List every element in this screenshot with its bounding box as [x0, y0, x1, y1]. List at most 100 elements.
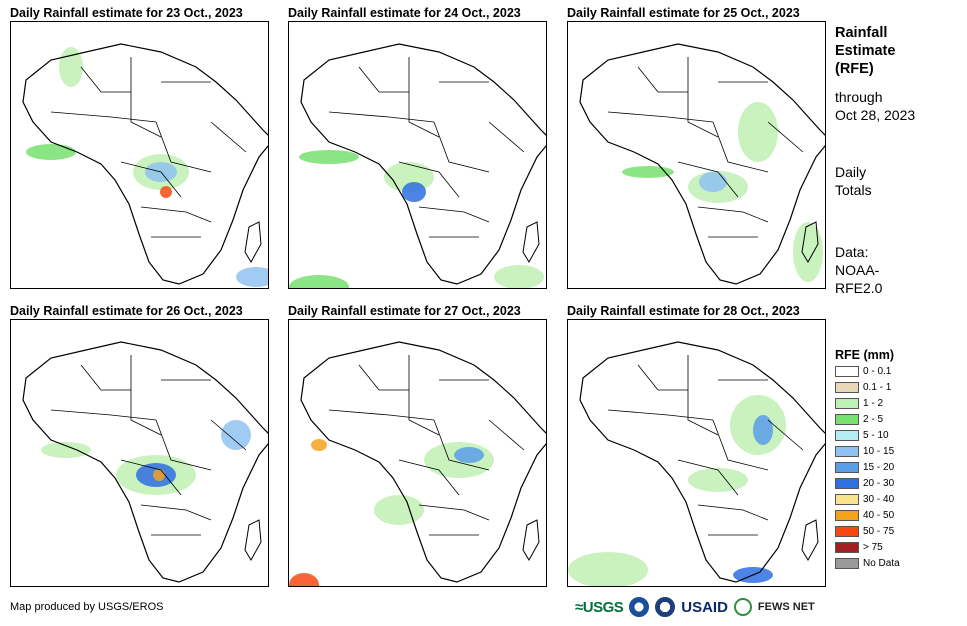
country-border [607, 409, 714, 421]
usaid-logo: USAID [681, 598, 728, 616]
logo-strip: ≈USGS USAID FEWS NET [575, 596, 815, 618]
fews-globe-icon [733, 598, 752, 616]
country-border [210, 419, 247, 451]
coastline [22, 341, 268, 583]
through-line: Oct 28, 2023 [835, 107, 916, 123]
title-line: (RFE) [835, 61, 874, 77]
legend-label: 1 - 2 [863, 398, 884, 409]
legend-item: 15 - 20 [835, 460, 955, 476]
legend-item: > 75 [835, 540, 955, 556]
rainfall-area [311, 439, 327, 451]
country-border [637, 364, 688, 391]
rainfall-area [622, 166, 674, 178]
title-line: Estimate [835, 43, 896, 59]
africa-map-svg [579, 43, 825, 285]
map-panel-4: Daily Rainfall estimate for 26 Oct., 202… [10, 302, 270, 587]
country-border [677, 459, 739, 496]
coastline [300, 341, 546, 583]
country-border [328, 409, 435, 421]
africa-map-svg [289, 341, 546, 586]
rainfall-area [753, 415, 773, 445]
country-border [418, 504, 490, 521]
madagascar-outline [801, 221, 819, 263]
africa-map-svg [289, 43, 546, 288]
rainfall-area [688, 468, 748, 492]
rainfall-map [567, 21, 826, 289]
state-department-seal-icon [655, 597, 676, 617]
country-border [80, 364, 131, 391]
data-line: RFE2.0 [835, 280, 883, 296]
rainfall-map [10, 21, 269, 289]
africa-map-svg [568, 341, 825, 586]
legend-swatch [835, 446, 859, 457]
panel-title: Daily Rainfall estimate for 28 Oct., 202… [567, 304, 800, 318]
map-credit: Map produced by USGS/EROS [10, 601, 164, 613]
country-border [687, 57, 719, 138]
legend-item: 30 - 40 [835, 492, 955, 508]
rainfall-area [41, 442, 91, 458]
product-title: Rainfall Estimate (RFE) [835, 24, 895, 78]
country-border [433, 419, 490, 471]
legend-label: 2 - 5 [863, 414, 884, 425]
country-border [155, 121, 212, 173]
country-border [697, 504, 769, 521]
country-border [120, 161, 182, 198]
country-border [418, 206, 490, 223]
legend-swatch [835, 398, 859, 409]
legend-swatch [835, 558, 859, 569]
rainfall-map [288, 319, 547, 587]
country-border [50, 409, 157, 421]
daily-totals-label: Daily Totals [835, 163, 872, 199]
legend-item: 50 - 75 [835, 524, 955, 540]
country-border [687, 355, 719, 436]
madagascar-outline [801, 519, 819, 561]
country-border [140, 206, 212, 223]
map-panel-2: Daily Rainfall estimate for 24 Oct., 202… [288, 4, 548, 289]
panel-title: Daily Rainfall estimate for 24 Oct., 202… [288, 6, 521, 20]
legend-item: 40 - 50 [835, 508, 955, 524]
rainfall-area [289, 275, 349, 288]
legend-swatch [835, 494, 859, 505]
country-border [408, 57, 440, 138]
rainfall-area [793, 222, 823, 282]
africa-map-svg [22, 43, 268, 287]
country-border [607, 111, 714, 123]
rainfall-area [374, 495, 424, 525]
rainfall-area [160, 186, 172, 198]
legend-label: 5 - 10 [863, 430, 889, 441]
country-border [408, 355, 440, 436]
legend-swatch [835, 462, 859, 473]
country-border [712, 419, 769, 471]
legend-label: 0.1 - 1 [863, 382, 892, 393]
legend-title: RFE (mm) [835, 348, 895, 362]
legend-item: 0 - 0.1 [835, 364, 955, 380]
country-border [155, 419, 212, 471]
africa-map-svg [22, 341, 268, 583]
legend-item: 20 - 30 [835, 476, 955, 492]
legend-label: > 75 [863, 542, 883, 553]
legend-item: 2 - 5 [835, 412, 955, 428]
legend-label: 10 - 15 [863, 446, 895, 457]
usgs-logo: ≈USGS [575, 598, 624, 616]
legend-item: 10 - 15 [835, 444, 955, 460]
country-border [140, 504, 212, 521]
daily-line: Daily [835, 164, 867, 180]
legend-item: 5 - 10 [835, 428, 955, 444]
legend-label: 20 - 30 [863, 478, 895, 489]
country-border [697, 206, 769, 223]
title-line: Rainfall [835, 25, 888, 41]
rainfall-area [494, 265, 544, 288]
through-date: through Oct 28, 2023 [835, 88, 915, 124]
legend-label: No Data [863, 558, 900, 569]
country-border [677, 161, 739, 198]
country-border [767, 121, 804, 153]
legend-label: 15 - 20 [863, 462, 895, 473]
legend-item: 0.1 - 1 [835, 380, 955, 396]
daily-line: Totals [835, 182, 872, 198]
legend-item: No Data [835, 556, 955, 572]
country-border [433, 121, 490, 173]
rainfall-area [699, 172, 727, 192]
country-border [637, 66, 688, 93]
through-line: through [835, 89, 883, 105]
country-border [398, 459, 460, 496]
